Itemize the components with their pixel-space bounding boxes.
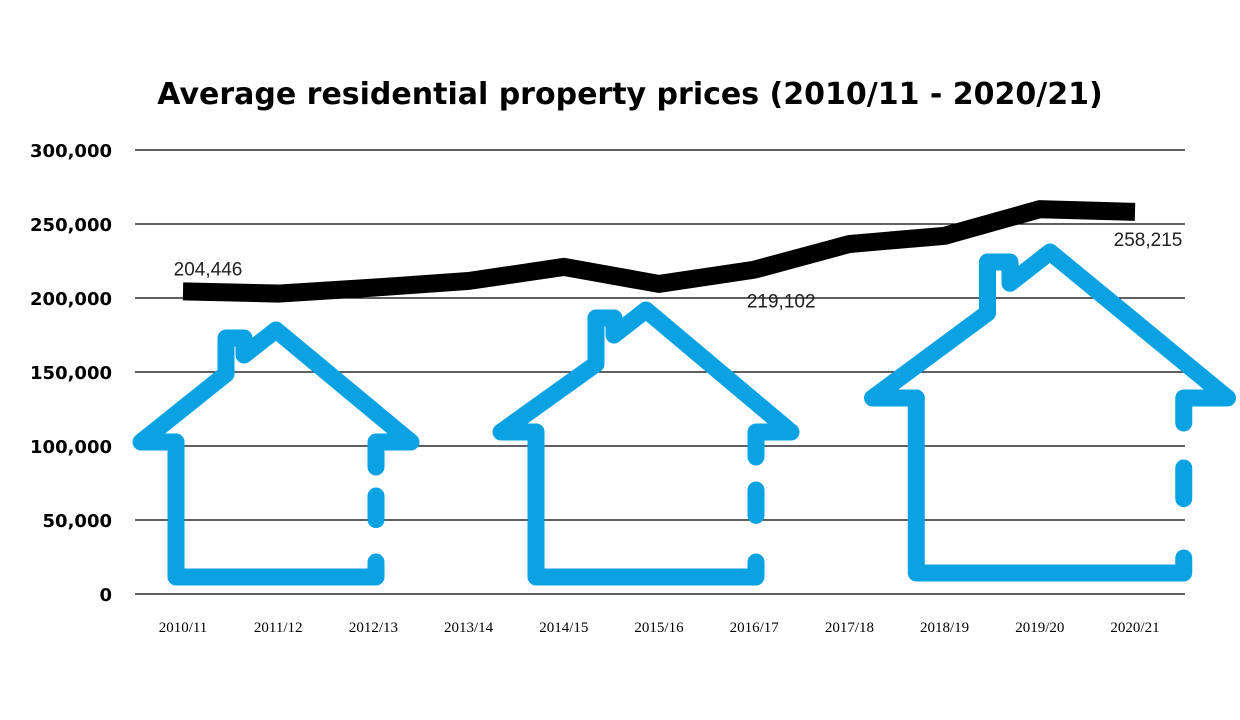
series (182, 200, 1136, 303)
y-tick-label: 100,000 (30, 437, 112, 458)
x-tick-label: 2011/12 (254, 620, 303, 636)
house-walls (167, 433, 385, 586)
house-icon (132, 321, 420, 586)
x-tick-label: 2012/13 (349, 620, 398, 636)
house-icon (492, 301, 800, 586)
y-tick-label: 250,000 (30, 215, 112, 236)
x-tick-label: 2020/21 (1110, 620, 1159, 636)
x-tick-label: 2015/16 (634, 620, 684, 636)
data-label: 204,446 (174, 259, 243, 280)
house-roof (132, 321, 420, 476)
data-label: 219,102 (747, 292, 816, 313)
house-icons (132, 243, 1236, 586)
y-tick-label: 150,000 (30, 363, 112, 384)
x-tick-label: 2019/20 (1015, 620, 1064, 636)
house-walls (907, 389, 1193, 582)
y-axis-ticks: 0 50,000 100,000 150,000 200,000 250,000 300,0… (30, 141, 112, 606)
data-label: 258,215 (1114, 230, 1183, 251)
x-axis-ticks: 2010/11 2011/12 2012/13 2013/14 2014/15 2015/… (159, 620, 1160, 636)
y-tick-label: 200,000 (30, 289, 112, 310)
y-tick-label: 0 (99, 585, 112, 606)
x-tick-label: 2017/18 (825, 620, 874, 636)
y-tick-label: 300,000 (30, 141, 112, 162)
y-tick-label: 50,000 (43, 511, 112, 532)
x-tick-label: 2018/19 (920, 620, 969, 636)
x-tick-label: 2014/15 (539, 620, 588, 636)
house-roof (864, 243, 1236, 432)
data-labels: 204,446 219,102 258,215 (174, 230, 1183, 313)
house-roof (492, 301, 800, 466)
chart-title: Average residential property prices (201… (157, 77, 1102, 112)
house-walls (527, 423, 765, 586)
x-tick-label: 2016/17 (730, 620, 780, 636)
house-icon (864, 243, 1236, 582)
x-tick-label: 2013/14 (444, 620, 494, 636)
x-tick-label: 2010/11 (159, 620, 208, 636)
